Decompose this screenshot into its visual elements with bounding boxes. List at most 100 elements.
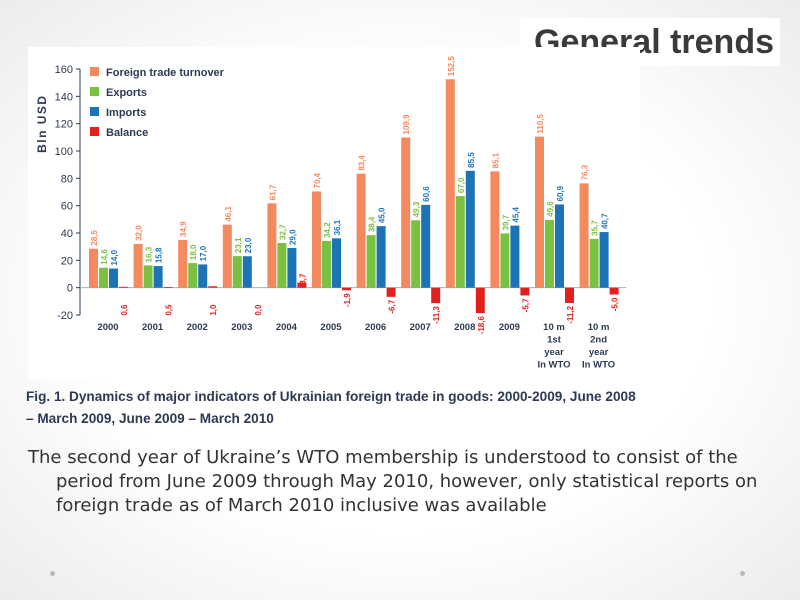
bar-exports xyxy=(366,235,376,288)
bar-value-label: 38,4 xyxy=(368,216,377,232)
legend-label: Exports xyxy=(106,87,147,99)
bar-value-label: 60,9 xyxy=(556,185,565,201)
bar-value-label: -11,2 xyxy=(566,305,575,323)
bar-value-label: 36,1 xyxy=(333,219,342,235)
bar-exports xyxy=(99,267,108,288)
bar-imports xyxy=(376,226,386,288)
bar-balance xyxy=(342,287,351,291)
x-category-label: 2nd xyxy=(590,335,607,346)
x-category-label: 10 m xyxy=(543,322,565,333)
bar-value-label: 34,9 xyxy=(179,221,188,237)
bar-value-label: 3,7 xyxy=(298,273,307,285)
bar-exports xyxy=(500,233,510,288)
bar-value-label: 14,0 xyxy=(110,249,119,265)
x-category-label: 10 m xyxy=(588,322,610,333)
x-category-label: 1st xyxy=(547,335,562,346)
x-category-label: year xyxy=(544,347,564,358)
y-tick-label: 120 xyxy=(55,119,73,131)
bar-value-label: 0,0 xyxy=(254,304,263,316)
bar-value-label: 85,5 xyxy=(467,152,476,168)
bar-balance xyxy=(297,282,307,288)
bar-value-label: 109,9 xyxy=(402,114,411,135)
bar-value-label: -18,6 xyxy=(477,316,486,335)
y-tick-label: -20 xyxy=(57,310,73,322)
y-tick-label: 20 xyxy=(61,255,73,267)
bar-value-label: 16,3 xyxy=(145,246,154,262)
y-tick-label: 160 xyxy=(55,64,73,76)
x-category-label: 2000 xyxy=(97,322,118,333)
bar-imports xyxy=(109,268,118,288)
bar-foreign-trade-turnover xyxy=(490,171,500,288)
x-category-label: 2005 xyxy=(320,322,342,333)
bar-value-label: 1,0 xyxy=(209,304,218,316)
bar-value-label: 49,6 xyxy=(546,201,555,217)
bar-exports xyxy=(232,256,242,288)
bar-balance xyxy=(609,287,619,295)
x-category-label: 2006 xyxy=(365,322,386,333)
y-tick-label: 40 xyxy=(61,228,73,240)
bar-balance xyxy=(475,287,485,314)
bar-value-label: 40,7 xyxy=(601,213,610,229)
bar-imports xyxy=(555,204,564,288)
bar-value-label: -6,7 xyxy=(388,299,397,313)
bar-value-label: 83,4 xyxy=(358,155,367,171)
figure-caption: Fig. 1. Dynamics of major indicators of … xyxy=(26,389,636,426)
bar-foreign-trade-turnover xyxy=(312,191,321,288)
x-category-label: In WTO xyxy=(582,360,615,371)
bar-value-label: 49,3 xyxy=(412,201,421,217)
bar-value-label: 32,7 xyxy=(278,224,287,240)
bar-imports xyxy=(153,266,163,288)
bar-value-label: -1,9 xyxy=(343,293,352,307)
bar-exports xyxy=(411,220,421,288)
x-category-label: 2004 xyxy=(276,322,298,333)
bar-value-label: 35,7 xyxy=(591,220,600,236)
bar-value-label: 39,7 xyxy=(501,214,510,230)
x-category-label: In WTO xyxy=(537,360,570,371)
body-paragraph: The second year of Ukraine’s WTO members… xyxy=(28,447,758,516)
bar-foreign-trade-turnover xyxy=(133,243,143,288)
bar-imports xyxy=(599,232,609,288)
bar-balance xyxy=(163,286,173,288)
legend-swatch xyxy=(90,107,99,116)
bar-exports xyxy=(455,196,465,288)
bar-balance xyxy=(386,287,396,297)
bar-foreign-trade-turnover xyxy=(222,224,232,288)
bar-value-label: 0,5 xyxy=(165,304,174,316)
y-tick-label: 140 xyxy=(55,91,73,103)
bar-foreign-trade-turnover xyxy=(178,239,188,288)
bar-value-label: 23,1 xyxy=(234,237,243,253)
bar-value-label: 45,4 xyxy=(511,206,520,222)
bar-value-label: 23,0 xyxy=(244,237,253,253)
bar-value-label: 18,0 xyxy=(189,244,198,260)
bar-balance xyxy=(208,286,218,288)
y-tick-label: 100 xyxy=(55,146,73,158)
x-category-label: 2007 xyxy=(410,322,431,333)
bar-value-label: 46,1 xyxy=(224,206,233,222)
bar-value-label: 14,6 xyxy=(100,249,109,265)
bar-balance xyxy=(119,286,128,288)
bar-value-label: 0,6 xyxy=(120,304,129,316)
bar-value-label: 28,5 xyxy=(90,230,99,246)
legend-swatch xyxy=(90,127,99,136)
bar-foreign-trade-turnover xyxy=(579,183,589,288)
bar-value-label: 70,4 xyxy=(313,172,322,188)
bar-exports xyxy=(188,263,198,288)
bar-imports xyxy=(421,204,431,288)
bar-value-label: 15,8 xyxy=(155,247,164,263)
bar-imports xyxy=(465,170,475,288)
bar-value-label: 61,7 xyxy=(268,184,277,200)
y-tick-label: 0 xyxy=(67,283,73,295)
legend-swatch xyxy=(90,87,99,96)
bar-exports xyxy=(545,219,554,288)
bar-foreign-trade-turnover xyxy=(535,136,544,288)
bar-foreign-trade-turnover xyxy=(89,248,98,288)
bar-foreign-trade-turnover xyxy=(401,137,411,288)
legend-label: Balance xyxy=(106,127,148,139)
bar-imports xyxy=(332,238,341,288)
legend-label: Imports xyxy=(106,107,146,119)
bar-value-label: 60,6 xyxy=(422,186,431,202)
bar-imports xyxy=(287,248,297,288)
decorative-dot-right xyxy=(740,571,745,576)
bar-imports xyxy=(510,225,520,288)
